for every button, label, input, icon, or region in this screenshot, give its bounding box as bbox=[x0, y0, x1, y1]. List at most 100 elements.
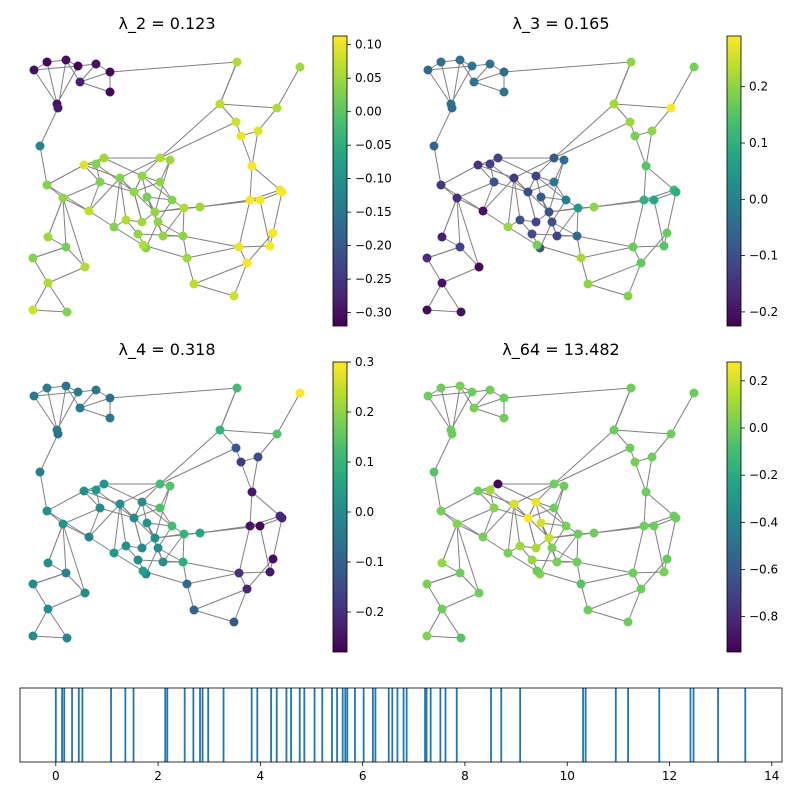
graph-node bbox=[499, 67, 509, 77]
graph-edge bbox=[99, 181, 135, 193]
graph-node bbox=[95, 503, 105, 513]
graph-node bbox=[623, 617, 633, 627]
graph-edge bbox=[88, 210, 115, 228]
graph-node bbox=[234, 568, 244, 578]
graph-edge bbox=[88, 503, 121, 538]
graph-node bbox=[121, 215, 131, 225]
graph-edge bbox=[119, 157, 161, 179]
graph-node bbox=[671, 513, 681, 523]
colorbar bbox=[726, 35, 742, 327]
graph-node bbox=[626, 383, 636, 393]
graph-edge bbox=[133, 181, 161, 193]
colorbar bbox=[726, 361, 742, 653]
graph-node bbox=[547, 543, 557, 553]
graph-node bbox=[99, 153, 109, 163]
graph-edge bbox=[426, 608, 443, 637]
colorbar-tick-label: 0.1 bbox=[355, 455, 374, 469]
graph-edge bbox=[507, 226, 538, 246]
graph-edge bbox=[666, 191, 677, 234]
graph-node bbox=[115, 499, 125, 509]
graph-node bbox=[109, 548, 119, 558]
graph-edge bbox=[482, 507, 495, 538]
graph-edge bbox=[62, 197, 67, 248]
graph-node bbox=[447, 429, 457, 439]
graph-edge bbox=[88, 177, 121, 212]
graph-node bbox=[215, 425, 225, 435]
graph-node bbox=[666, 429, 676, 439]
graph-node bbox=[523, 513, 533, 523]
graph-node bbox=[609, 99, 619, 109]
graph-edge bbox=[548, 533, 579, 539]
graph-edge bbox=[39, 145, 48, 186]
graph-edge bbox=[154, 485, 171, 539]
graph-node bbox=[121, 541, 131, 551]
graph-node bbox=[232, 57, 242, 67]
graph-edge bbox=[645, 165, 675, 191]
graph-edge bbox=[440, 184, 484, 212]
graph-edge bbox=[632, 525, 645, 574]
graph-node bbox=[436, 180, 446, 190]
graph-node bbox=[277, 187, 287, 197]
graph-edge bbox=[46, 184, 90, 212]
panel-title: λ_3 = 0.165 bbox=[512, 14, 609, 34]
graph-edge bbox=[456, 523, 480, 594]
graph-node bbox=[436, 57, 446, 67]
graph-edge bbox=[527, 191, 537, 223]
graph-edge bbox=[632, 199, 645, 248]
graph-node bbox=[561, 521, 571, 531]
graph-node bbox=[623, 291, 633, 301]
graph-node bbox=[137, 543, 147, 553]
graph-node bbox=[153, 217, 163, 227]
graph-edge bbox=[553, 103, 615, 159]
graph-edge bbox=[103, 483, 143, 503]
graph-edge bbox=[32, 583, 49, 610]
graph-node bbox=[215, 99, 225, 109]
graph-node bbox=[247, 487, 257, 497]
graph-node bbox=[499, 87, 509, 97]
graph-edge bbox=[645, 130, 653, 167]
graph-node bbox=[295, 388, 305, 398]
graph-edge bbox=[33, 65, 79, 71]
graph-node bbox=[636, 584, 646, 594]
graph-node bbox=[137, 497, 147, 507]
graph-edge bbox=[548, 207, 579, 213]
graph-node bbox=[473, 486, 483, 496]
graph-node bbox=[165, 481, 175, 491]
graph-edge bbox=[477, 490, 515, 505]
graph-node bbox=[561, 195, 571, 205]
graph-node bbox=[549, 479, 559, 489]
graph-node bbox=[105, 87, 115, 97]
graph-node bbox=[515, 215, 525, 225]
graph-edge bbox=[473, 397, 505, 409]
graph-edge bbox=[535, 175, 567, 201]
graph-edge bbox=[613, 387, 632, 431]
graph-node bbox=[429, 141, 439, 151]
graph-edge bbox=[548, 485, 565, 539]
graph-node bbox=[485, 59, 495, 69]
graph-node bbox=[473, 160, 483, 170]
graph-edge bbox=[632, 245, 665, 248]
graph-edge bbox=[46, 510, 90, 538]
graph-edge bbox=[427, 395, 452, 431]
graph-node bbox=[641, 161, 651, 171]
node-group bbox=[422, 55, 699, 317]
graph-edge bbox=[113, 552, 144, 572]
x-tick-label: 4 bbox=[257, 769, 265, 783]
graph-edge bbox=[157, 547, 184, 563]
graph-node bbox=[195, 202, 205, 212]
colorbar-tick-label: −0.4 bbox=[749, 515, 778, 529]
graph-edge bbox=[113, 503, 121, 554]
graph-node bbox=[485, 159, 495, 169]
graph-node bbox=[499, 393, 509, 403]
graph-node bbox=[628, 568, 638, 578]
graph-edge bbox=[473, 407, 505, 419]
graph-edge bbox=[651, 433, 672, 458]
graph-edge bbox=[426, 635, 462, 639]
colorbar-tick-label: −0.20 bbox=[355, 239, 392, 253]
graph-edge bbox=[83, 164, 121, 179]
graph-node bbox=[109, 222, 119, 232]
graph-edge bbox=[272, 517, 283, 560]
graph-edge bbox=[182, 533, 185, 563]
graph-node bbox=[75, 77, 85, 87]
panel-title: λ_2 = 0.123 bbox=[118, 14, 215, 34]
